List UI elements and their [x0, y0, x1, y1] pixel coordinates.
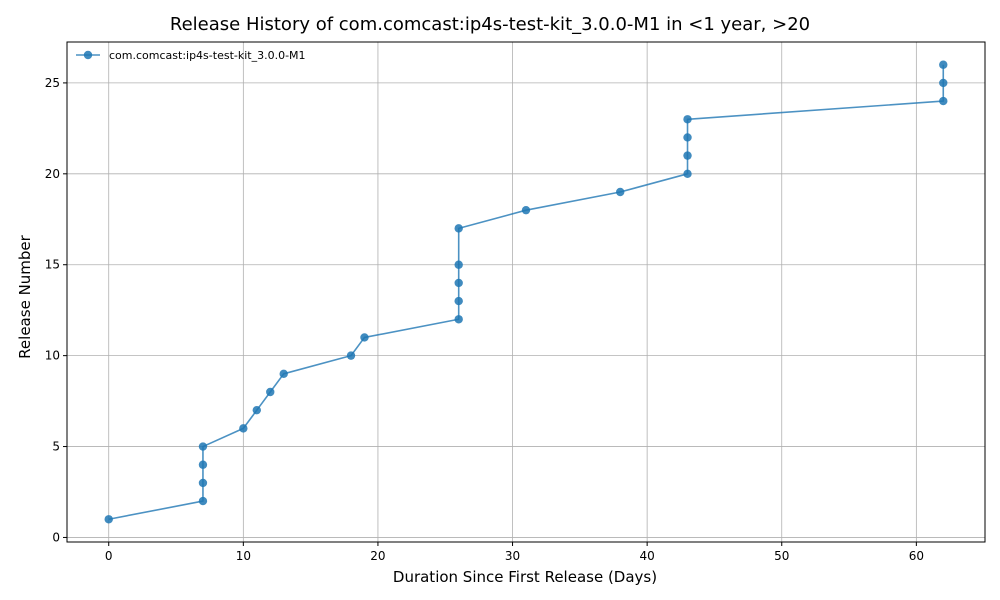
data-point	[198, 478, 208, 488]
legend-marker	[83, 50, 93, 60]
y-tick-label: 15	[45, 258, 60, 272]
x-axis-label: Duration Since First Release (Days)	[393, 568, 657, 586]
chart-title: Release History of com.comcast:ip4s-test…	[170, 14, 810, 35]
y-tick-label: 10	[45, 349, 60, 363]
data-point	[939, 96, 948, 106]
x-tick-label: 0	[105, 549, 113, 563]
data-point	[279, 369, 288, 379]
data-point	[346, 351, 356, 360]
y-tick-label: 20	[45, 167, 60, 181]
x-tick-label: 50	[774, 549, 789, 563]
data-point	[454, 224, 463, 233]
data-point	[360, 333, 369, 342]
data-point	[683, 169, 692, 179]
x-tick-label: 10	[236, 549, 251, 563]
y-axis-label: Release Number	[16, 234, 34, 358]
series-layer	[104, 60, 948, 524]
data-point	[198, 460, 208, 469]
data-point	[454, 260, 463, 269]
data-point	[616, 187, 625, 197]
grid-lines	[67, 42, 985, 542]
data-point	[239, 424, 248, 433]
data-point	[454, 296, 463, 306]
data-point	[454, 315, 463, 324]
x-tick-label: 60	[909, 549, 924, 563]
x-tick-label: 20	[370, 549, 385, 563]
data-point	[939, 60, 948, 69]
data-point	[454, 278, 463, 288]
legend-label: com.comcast:ip4s-test-kit_3.0.0-M1	[109, 49, 306, 62]
data-point	[104, 515, 113, 524]
legend: com.comcast:ip4s-test-kit_3.0.0-M1	[76, 49, 306, 62]
y-tick-label: 25	[45, 76, 60, 90]
data-point	[683, 133, 692, 142]
data-point	[198, 496, 208, 506]
y-tick-label: 5	[52, 440, 60, 454]
x-tick-label: 30	[505, 549, 520, 563]
data-point	[939, 78, 948, 88]
data-point	[521, 205, 531, 215]
y-tick-label: 0	[52, 530, 60, 544]
data-point	[198, 442, 208, 451]
data-point	[683, 151, 692, 160]
data-point	[683, 115, 692, 124]
data-point	[266, 387, 275, 397]
plot-frame	[66, 41, 986, 543]
x-tick-label: 40	[640, 549, 655, 563]
data-point	[252, 405, 261, 415]
axis-ticks: 0 10 20 30 40 50 60 0 5 10 15 20 25	[45, 76, 924, 563]
